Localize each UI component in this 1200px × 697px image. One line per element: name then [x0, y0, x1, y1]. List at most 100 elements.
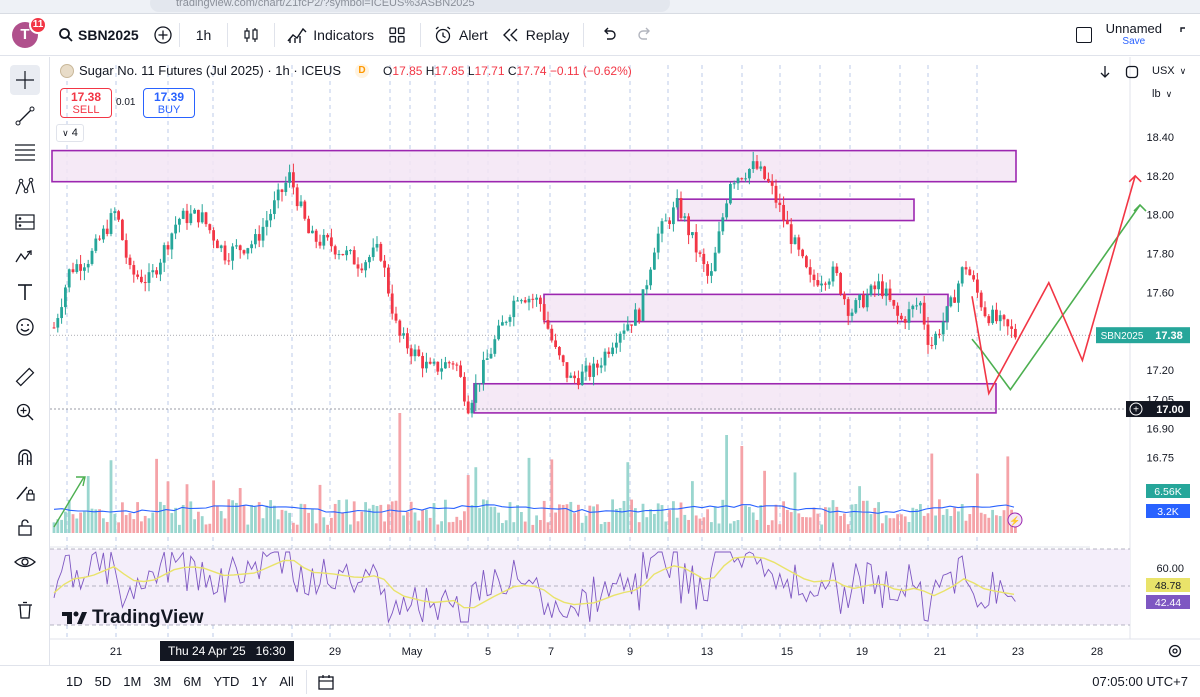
candle-body[interactable]	[710, 271, 713, 276]
candle-body[interactable]	[816, 280, 820, 286]
candle-body[interactable]	[797, 237, 801, 250]
candle-body[interactable]	[212, 230, 215, 241]
candle-body[interactable]	[238, 245, 242, 251]
candle-body[interactable]	[835, 266, 839, 274]
candle-body[interactable]	[998, 315, 1002, 322]
candle-body[interactable]	[706, 264, 709, 276]
candle-body[interactable]	[930, 344, 934, 346]
candle-body[interactable]	[767, 178, 770, 182]
candle-body[interactable]	[504, 321, 508, 323]
candle-body[interactable]	[94, 238, 98, 251]
candle-body[interactable]	[793, 237, 797, 245]
candle-body[interactable]	[90, 250, 94, 264]
candle-body[interactable]	[375, 243, 379, 248]
redo-button[interactable]	[636, 14, 654, 56]
candle-body[interactable]	[379, 243, 383, 261]
candle-body[interactable]	[402, 333, 405, 336]
trend-line-tool[interactable]	[10, 101, 40, 131]
candle-body[interactable]	[907, 309, 911, 323]
candle-body[interactable]	[679, 198, 683, 218]
candle-body[interactable]	[736, 178, 740, 184]
pattern-tool[interactable]	[10, 172, 40, 202]
candle-body[interactable]	[436, 361, 440, 372]
timezone-clock[interactable]: 07:05:00 UTC+7	[1092, 674, 1188, 689]
candle-body[interactable]	[269, 213, 272, 221]
candle-body[interactable]	[945, 306, 949, 322]
chart-type-button[interactable]	[242, 14, 260, 56]
range-1y-button[interactable]: 1Y	[251, 673, 268, 689]
compare-symbol-button[interactable]	[153, 14, 173, 56]
candle-body[interactable]	[824, 283, 827, 285]
candle-body[interactable]	[508, 317, 512, 322]
candle-body[interactable]	[584, 365, 588, 372]
candle-body[interactable]	[523, 300, 527, 303]
candle-body[interactable]	[569, 375, 573, 378]
candle-body[interactable]	[113, 211, 117, 214]
candle-body[interactable]	[200, 212, 204, 223]
candle-body[interactable]	[839, 273, 842, 295]
brush-tool[interactable]	[10, 242, 40, 272]
candle-body[interactable]	[725, 203, 728, 218]
candle-body[interactable]	[459, 365, 462, 377]
candle-body[interactable]	[425, 361, 428, 369]
candle-body[interactable]	[698, 252, 702, 254]
candle-body[interactable]	[995, 309, 998, 322]
candle-body[interactable]	[653, 252, 656, 270]
candle-body[interactable]	[611, 347, 614, 354]
candle-body[interactable]	[531, 298, 535, 300]
candle-body[interactable]	[314, 230, 318, 242]
candle-body[interactable]	[406, 333, 409, 349]
candle-body[interactable]	[979, 292, 983, 308]
add-alert-icon[interactable]	[1129, 402, 1143, 416]
candle-body[interactable]	[257, 234, 261, 241]
candle-body[interactable]	[261, 226, 265, 241]
candle-body[interactable]	[124, 240, 128, 258]
replay-button[interactable]: Replay	[502, 14, 569, 56]
candle-body[interactable]	[128, 257, 132, 266]
candle-body[interactable]	[934, 333, 937, 346]
candle-body[interactable]	[185, 210, 189, 224]
candle-body[interactable]	[178, 218, 181, 225]
candle-body[interactable]	[983, 307, 987, 317]
candle-body[interactable]	[155, 270, 158, 275]
candle-body[interactable]	[383, 260, 386, 268]
candle-body[interactable]	[56, 318, 60, 328]
candle-body[interactable]	[356, 264, 360, 269]
candle-body[interactable]	[60, 307, 63, 319]
candle-body[interactable]	[246, 248, 250, 254]
candle-body[interactable]	[968, 269, 972, 276]
candle-body[interactable]	[987, 316, 991, 324]
candle-body[interactable]	[368, 257, 371, 263]
candle-body[interactable]	[341, 254, 345, 256]
candle-body[interactable]	[694, 232, 698, 253]
candle-body[interactable]	[656, 233, 660, 253]
candle-body[interactable]	[911, 305, 915, 310]
candle-body[interactable]	[493, 339, 497, 354]
text-tool[interactable]	[10, 277, 40, 307]
candle-body[interactable]	[162, 245, 166, 263]
range-5d-button[interactable]: 5D	[94, 673, 112, 689]
candle-body[interactable]	[208, 224, 212, 231]
candle-body[interactable]	[394, 313, 398, 321]
candle-body[interactable]	[292, 172, 295, 188]
candle-body[interactable]	[846, 299, 850, 316]
candle-body[interactable]	[254, 234, 257, 245]
candle-body[interactable]	[360, 268, 364, 271]
candle-body[interactable]	[413, 349, 417, 357]
candle-body[interactable]	[949, 297, 953, 307]
candle-body[interactable]	[326, 234, 329, 238]
candle-body[interactable]	[284, 182, 288, 193]
templates-button[interactable]	[388, 14, 406, 56]
candle-body[interactable]	[421, 355, 424, 369]
candle-body[interactable]	[972, 275, 975, 280]
candle-body[interactable]	[592, 363, 595, 377]
candle-body[interactable]	[265, 220, 269, 227]
candle-body[interactable]	[231, 246, 234, 261]
candle-body[interactable]	[121, 219, 124, 241]
candle-body[interactable]	[311, 230, 314, 234]
candle-body[interactable]	[622, 330, 626, 334]
candle-body[interactable]	[497, 325, 500, 340]
candle-body[interactable]	[482, 359, 485, 384]
user-avatar[interactable]: T 11	[12, 15, 47, 48]
candle-body[interactable]	[489, 353, 493, 359]
